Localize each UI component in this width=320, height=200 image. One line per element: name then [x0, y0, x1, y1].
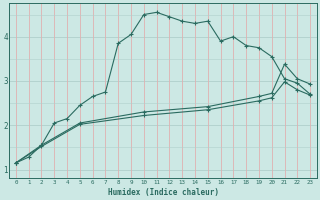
X-axis label: Humidex (Indice chaleur): Humidex (Indice chaleur): [108, 188, 219, 197]
